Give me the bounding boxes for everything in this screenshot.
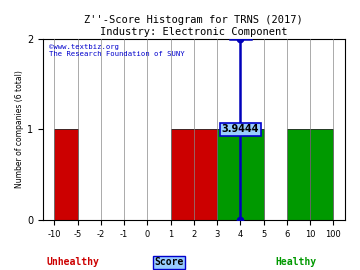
Bar (171, 129, 217, 220)
Text: 3.9444: 3.9444 (222, 124, 259, 134)
Bar (54, 129, 78, 220)
Bar (287, 129, 310, 220)
Text: Unhealthy: Unhealthy (47, 257, 100, 267)
Bar (310, 129, 333, 220)
Text: Healthy: Healthy (276, 257, 317, 267)
Y-axis label: Number of companies (6 total): Number of companies (6 total) (15, 70, 24, 188)
Bar (240, 129, 264, 220)
Text: Score: Score (154, 257, 184, 267)
Bar (217, 129, 240, 220)
Title: Z''-Score Histogram for TRNS (2017)
Industry: Electronic Component: Z''-Score Histogram for TRNS (2017) Indu… (85, 15, 303, 37)
Text: ©www.textbiz.org
The Research Foundation of SUNY: ©www.textbiz.org The Research Foundation… (49, 44, 184, 57)
